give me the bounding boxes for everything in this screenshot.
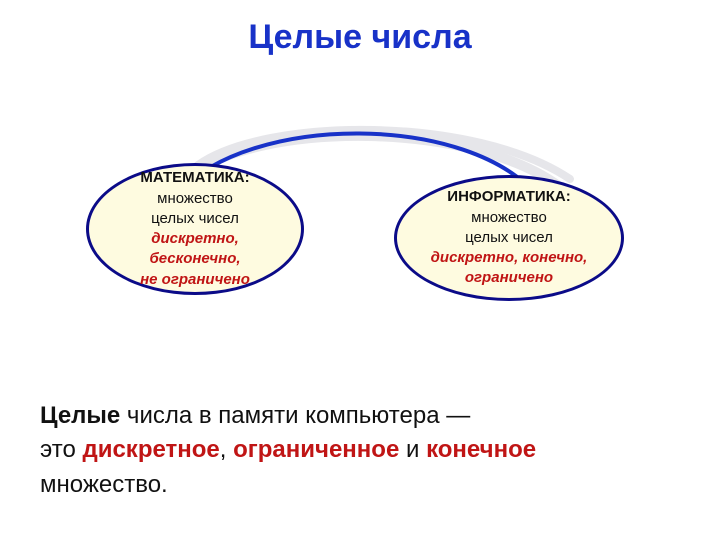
- summary-bold-1: Целые: [40, 402, 120, 429]
- summary-text: Целые числа в памяти компьютера — это ди…: [40, 399, 680, 503]
- summary-part3: это: [40, 436, 82, 463]
- bubble-left-emph3: не ограничено: [140, 270, 250, 290]
- bubble-informatics: ИНФОРМАТИКА: множество целых чисел дискр…: [394, 175, 624, 301]
- bubble-left-line2: целых чисел: [151, 209, 239, 229]
- page-title: Целые числа: [0, 18, 720, 57]
- bubble-mathematics: МАТЕМАТИКА: множество целых чисел дискре…: [86, 163, 304, 295]
- bubble-right-line1: множество: [471, 208, 547, 228]
- bubble-right-line2: целых чисел: [465, 228, 553, 248]
- summary-accent-1: дискретное: [82, 436, 219, 463]
- summary-sep2: и: [399, 436, 426, 463]
- bubble-right-emph2: ограничено: [465, 268, 553, 288]
- connector-curve: [0, 57, 720, 317]
- diagram-canvas: МАТЕМАТИКА: множество целых чисел дискре…: [0, 57, 720, 317]
- summary-accent-2: ограниченное: [233, 436, 399, 463]
- bubble-left-emph2: бесконечно,: [149, 249, 240, 269]
- summary-part2: числа в памяти компьютера —: [120, 402, 470, 429]
- summary-part4: множество.: [40, 471, 168, 498]
- bubble-left-line1: множество: [157, 189, 233, 209]
- summary-accent-3: конечное: [426, 436, 536, 463]
- curve-highlight-top: [198, 130, 570, 179]
- bubble-left-heading: МАТЕМАТИКА:: [140, 168, 249, 188]
- summary-sep1: ,: [220, 436, 233, 463]
- bubble-right-emph1: дискретно, конечно,: [431, 248, 588, 268]
- bubble-right-heading: ИНФОРМАТИКА:: [447, 187, 570, 207]
- bubble-left-emph1: дискретно,: [151, 229, 239, 249]
